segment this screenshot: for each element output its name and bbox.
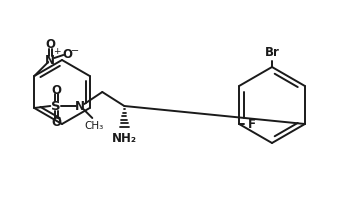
Text: Br: Br	[265, 46, 280, 60]
Text: O: O	[45, 38, 55, 51]
Text: NH₂: NH₂	[112, 132, 137, 144]
Text: −: −	[71, 46, 79, 56]
Text: S: S	[52, 99, 61, 112]
Text: F: F	[248, 117, 256, 130]
Text: CH₃: CH₃	[84, 121, 104, 131]
Text: N: N	[75, 99, 85, 112]
Text: N: N	[45, 53, 55, 66]
Text: O: O	[62, 48, 72, 62]
Text: O: O	[51, 84, 61, 97]
Text: +: +	[54, 47, 61, 56]
Text: O: O	[51, 116, 61, 129]
